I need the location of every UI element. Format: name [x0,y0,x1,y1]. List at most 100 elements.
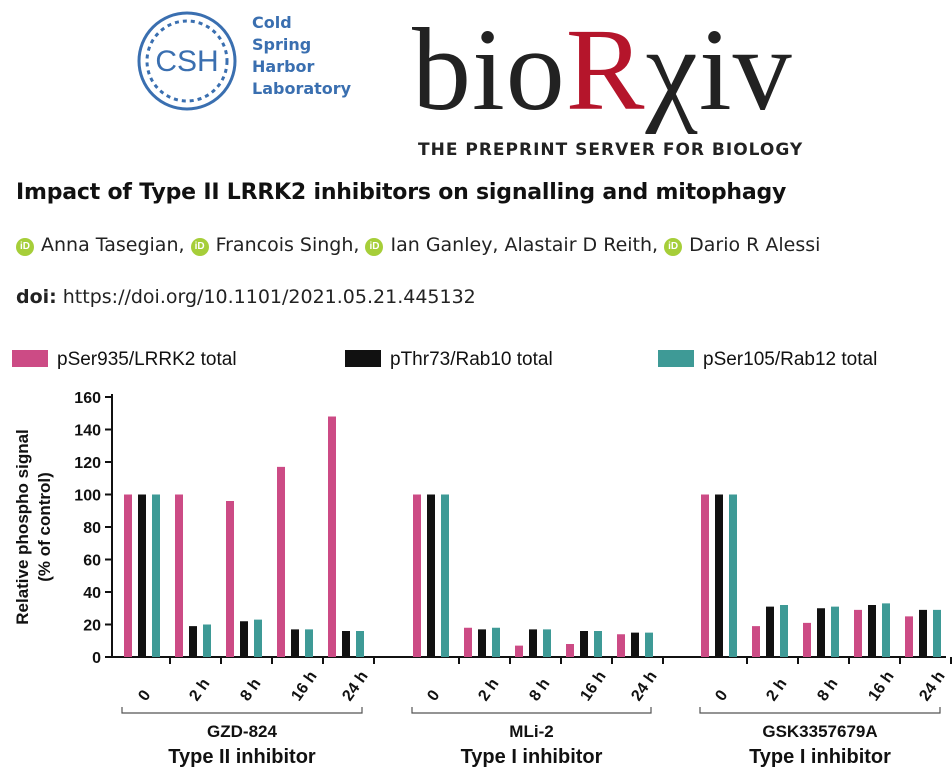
bar [803,622,811,657]
orcid-icon[interactable]: iD [365,238,384,256]
group-bracket [699,707,941,714]
bar [631,632,639,657]
group-subtitle: Type II inhibitor [168,746,316,768]
x-tick-label: 24 h [916,668,948,704]
x-tick-label: 2 h [186,676,213,705]
bar [240,621,248,657]
bar [752,626,760,657]
x-tick-label: 8 h [526,676,553,705]
paper-title: Impact of Type II LRRK2 inhibitors on si… [16,180,787,205]
bar [441,494,449,657]
csh-wordmark: Cold Spring Harbor Laboratory [252,12,351,100]
bar [566,644,574,657]
bar [515,645,523,657]
orcid-icon[interactable]: iD [664,238,683,256]
author-name[interactable]: Francois Singh, [215,234,360,256]
bar [854,609,862,657]
doi-link[interactable]: https://doi.org/10.1101/2021.05.21.44513… [62,286,476,308]
y-tick-label: 120 [74,455,101,472]
y-tick-label: 60 [83,553,101,570]
y-tick-label: 140 [74,423,101,440]
csh-badge-text: CSH [155,45,218,78]
bar [831,606,839,657]
csh-line: Harbor [252,57,315,76]
bar [529,629,537,657]
bar [645,632,653,657]
orcid-icon[interactable]: iD [190,238,209,256]
bar [580,631,588,657]
bar [919,609,927,657]
bar [305,629,313,657]
bar [356,631,364,657]
group-bracket [411,707,652,714]
legend-swatch [345,350,381,367]
orcid-icon[interactable]: iD [16,238,34,256]
legend-label: pSer935/LRRK2 total [57,349,237,370]
bar [427,494,435,657]
bar [492,627,500,657]
bar [226,501,234,657]
bar [175,494,183,657]
phospho-bar-chart: pSer935/LRRK2 total pThr73/Rab10 total pSe… [12,349,952,768]
author-name[interactable]: Dario R Alessi [689,234,821,256]
legend-swatch [12,350,48,367]
legend-label: pSer105/Rab12 total [703,349,877,370]
bar [277,466,285,657]
bar [729,494,737,657]
bar [933,609,941,657]
x-tick-label: 8 h [814,676,841,705]
y-tick-label: 100 [74,488,101,505]
x-tick-label: 16 h [865,668,897,704]
group-bracket [121,707,363,714]
x-tick-label: 16 h [288,668,320,704]
bar [715,494,723,657]
legend-label: pThr73/Rab10 total [390,349,553,370]
y-tick-label: 0 [92,650,101,667]
x-tick-label: 0 [712,687,731,704]
bar [138,494,146,657]
csh-line: Laboratory [252,79,352,98]
bar [152,494,160,657]
group-subtitle: Type I inhibitor [749,746,891,768]
x-tick-label: 24 h [339,668,371,704]
bar [780,605,788,657]
y-tick-label: 160 [74,390,101,407]
x-tick-label: 8 h [237,676,264,705]
biorxiv-logo: bioRχiv [412,0,793,140]
x-tick-label: 2 h [763,676,790,705]
x-tick-label: 0 [424,687,443,704]
x-tick-label: 16 h [577,668,609,704]
x-tick-label: 2 h [475,676,502,705]
doi-line: doi: https://doi.org/10.1101/2021.05.21.4… [16,286,476,308]
group-subtitle: Type I inhibitor [461,746,603,768]
author-name[interactable]: Ian Ganley, Alastair D Reith, [390,234,659,256]
author-name[interactable]: Anna Tasegian, [41,234,185,256]
y-tick-label: 40 [83,585,101,602]
csh-logo: CSH [137,11,237,111]
tagline: THE PREPRINT SERVER FOR BIOLOGY [418,140,804,160]
biorxiv-r: R [565,4,646,135]
group-label: MLi-2 [509,722,553,741]
group-label: GZD-824 [207,722,277,741]
bar [701,494,709,657]
bar [478,629,486,657]
author-list: iD Anna Tasegian, iD Francois Singh, iD Ian… [16,234,820,256]
x-tick-label: 0 [135,687,154,704]
bar [543,629,551,657]
bar [124,494,132,657]
bar [328,416,336,657]
csh-line: Spring [252,35,312,54]
y-axis-label: Relative phospho signal (% of control) [13,429,54,625]
doi-label: doi: [16,286,57,308]
bar [189,626,197,657]
bar [291,629,299,657]
bar [882,603,890,657]
bar [817,608,825,657]
csh-line: Cold [252,13,292,32]
bar [905,616,913,657]
bar [868,605,876,657]
bar [594,631,602,657]
bar [342,631,350,657]
bar [203,624,211,657]
y-tick-label: 80 [83,520,101,537]
